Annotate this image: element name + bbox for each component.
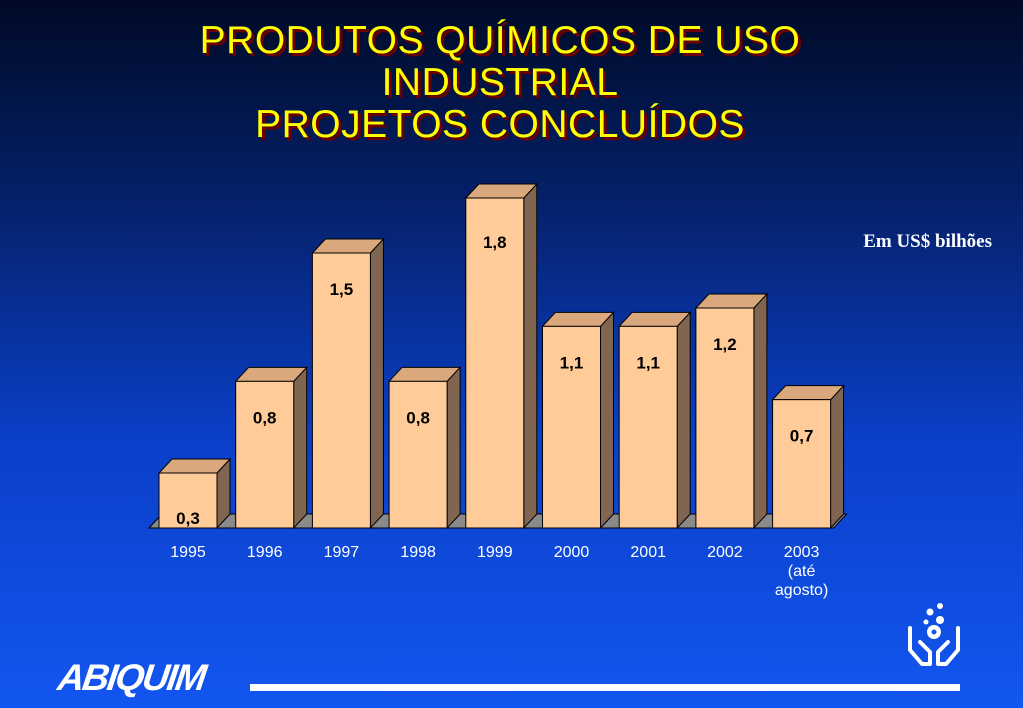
bar: [695, 307, 755, 529]
bar-side: [600, 311, 614, 530]
bar-top: [771, 385, 845, 401]
bar-top: [694, 293, 769, 309]
bar-top: [464, 183, 538, 199]
bar-top: [541, 311, 615, 327]
data-label: 1,2: [713, 335, 737, 354]
data-label: 1,1: [636, 353, 660, 372]
data-label: 0,3: [176, 509, 200, 528]
bar-side: [293, 366, 308, 530]
unit-label: Em US$ bilhões: [863, 231, 992, 252]
bar-side: [830, 384, 845, 530]
bar: [235, 380, 295, 529]
category-label: 1996: [247, 544, 283, 561]
bar: [618, 325, 678, 529]
data-label: 0,8: [253, 408, 277, 427]
title-line-2: INDUSTRIAL: [381, 61, 619, 104]
bar-top: [618, 311, 692, 327]
data-label: 1,8: [483, 233, 507, 252]
bar-top: [234, 366, 308, 382]
bar-top: [311, 238, 385, 254]
hands-holding-molecule-icon: [908, 603, 960, 666]
data-label: 1,5: [330, 280, 354, 299]
data-label: 0,8: [406, 408, 430, 427]
chart-title: PRODUTOS QUÍMICOS DE USO INDUSTRIAL PROJ…: [0, 20, 1000, 146]
bar-side: [446, 366, 461, 530]
bar-side: [753, 292, 768, 530]
category-label: 1998: [400, 544, 436, 561]
bar: [388, 380, 448, 529]
category-label: 2000: [554, 544, 590, 561]
category-label: 1999: [477, 544, 513, 561]
bar-side: [369, 237, 384, 530]
bar: [542, 325, 601, 529]
logo-rule: [250, 684, 960, 691]
title-line-1: PRODUTOS QUÍMICOS DE USO: [199, 19, 801, 62]
bar-top: [157, 458, 232, 474]
bar-side: [523, 182, 538, 530]
bar-top: [387, 366, 462, 382]
category-label: 1997: [324, 544, 360, 561]
bar-side: [676, 311, 691, 530]
bar: [311, 252, 371, 529]
data-label: 0,7: [790, 427, 814, 446]
abiquim-logo: ABIQUIM: [55, 657, 208, 698]
title-line-3: PROJETOS CONCLUÍDOS: [255, 103, 745, 146]
bar: [772, 399, 832, 529]
category-label: 2003 (até agosto): [775, 544, 828, 599]
category-label: 2002: [707, 544, 743, 561]
bar: [158, 472, 218, 529]
bar: [465, 197, 525, 529]
category-label: 1995: [170, 544, 206, 561]
category-label: 2001: [630, 544, 666, 561]
data-label: 1,1: [560, 353, 584, 372]
